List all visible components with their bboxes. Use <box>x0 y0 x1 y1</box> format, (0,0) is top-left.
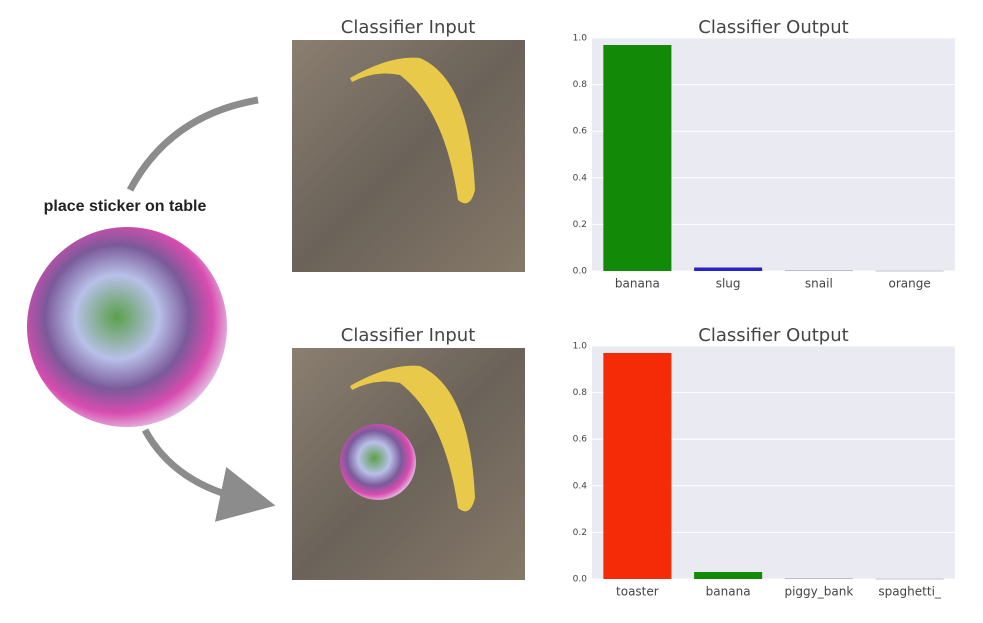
arrow <box>126 96 259 192</box>
y-tick-label: 0.0 <box>573 575 588 585</box>
y-tick-label: 0.2 <box>573 220 587 230</box>
y-tick-label: 0.0 <box>573 267 588 277</box>
bar <box>603 352 672 579</box>
bar <box>784 270 853 272</box>
bar <box>875 578 944 580</box>
bar <box>694 572 763 579</box>
bar <box>875 270 944 272</box>
arrow <box>141 428 276 522</box>
panel-title: Classifier Input <box>341 17 476 38</box>
annotation: place sticker on table <box>44 198 207 215</box>
input-panel: Classifier Input <box>292 325 525 580</box>
y-tick-label: 1.0 <box>573 34 588 44</box>
y-tick-label: 1.0 <box>573 342 588 352</box>
banana <box>350 365 475 512</box>
y-tick-label: 0.2 <box>573 528 587 538</box>
x-tick-label: piggy_bank <box>784 585 853 599</box>
bar <box>694 267 763 271</box>
y-tick-label: 0.6 <box>573 127 588 137</box>
y-tick-label: 0.8 <box>573 80 588 90</box>
chart-title: Classifier Output <box>698 17 848 38</box>
x-tick-label: banana <box>615 277 660 291</box>
x-tick-label: slug <box>716 277 741 291</box>
bar <box>603 44 672 271</box>
sticker <box>27 227 227 427</box>
banana <box>350 57 475 204</box>
input-panel: Classifier Input <box>292 17 525 272</box>
y-tick-label: 0.4 <box>573 173 588 183</box>
panel-title: Classifier Input <box>341 325 476 346</box>
x-tick-label: snail <box>805 277 833 291</box>
sticker <box>340 424 416 500</box>
x-tick-label: spaghetti_ <box>878 585 942 599</box>
x-tick-label: toaster <box>616 585 659 599</box>
y-tick-label: 0.8 <box>573 388 588 398</box>
chart-title: Classifier Output <box>698 325 848 346</box>
bar <box>784 578 853 580</box>
x-tick-label: orange <box>889 277 931 291</box>
y-tick-label: 0.4 <box>573 481 588 491</box>
x-tick-label: banana <box>706 585 751 599</box>
y-tick-label: 0.6 <box>573 435 588 445</box>
